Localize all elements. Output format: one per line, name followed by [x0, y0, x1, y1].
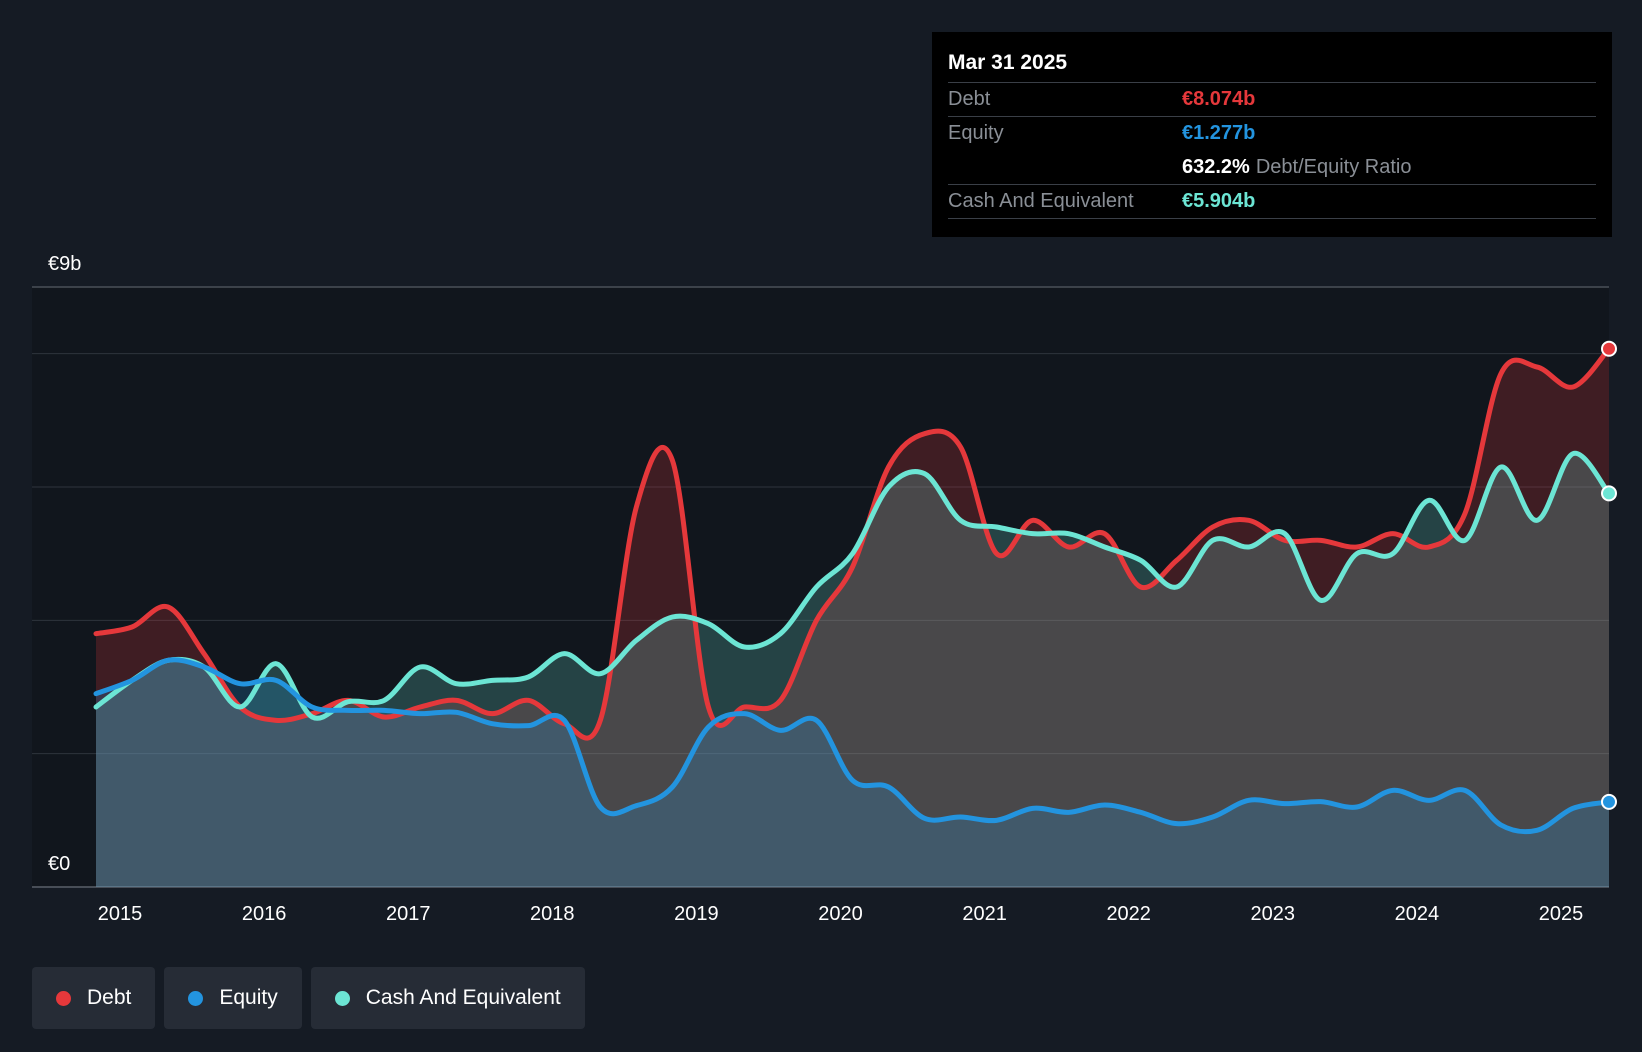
x-tick-2015: 2015 [98, 903, 143, 925]
tooltip-cash-label: Cash And Equivalent [948, 190, 1134, 212]
line-equity [93, 657, 1612, 835]
area-equity [96, 659, 1609, 887]
series-areas [96, 348, 1609, 887]
area-cash [96, 453, 1609, 887]
tooltip-ratio-value: 632.2% [1182, 156, 1250, 178]
legend-label-cash: Cash And Equivalent [365, 986, 561, 1009]
x-tick-2025: 2025 [1539, 903, 1584, 925]
tooltip-equity-row: Equity €1.277b [948, 116, 1596, 150]
x-tick-2018: 2018 [530, 903, 575, 925]
y-axis-bottom-label: €0 [48, 853, 70, 875]
legend-item-cash[interactable]: Cash And Equivalent [310, 967, 585, 1029]
legend-label-equity: Equity [219, 986, 278, 1009]
tooltip-debt-row: Debt €8.074b [948, 82, 1596, 116]
end-marker-cash [1601, 485, 1617, 502]
area-debt [96, 348, 1609, 887]
equity-dot-icon [188, 990, 204, 1006]
end-marker-debt [1601, 340, 1617, 357]
debt-dot-icon [56, 990, 71, 1006]
chart-legend: Debt Equity Cash And Equivalent [32, 967, 585, 1029]
y-axis-top-label: €9b [48, 253, 81, 275]
legend-item-debt[interactable]: Debt [32, 967, 156, 1029]
x-tick-2021: 2021 [962, 903, 1007, 925]
tooltip-cash-value: €5.904b [1182, 190, 1256, 212]
tooltip-ratio-row: 632.2% Debt/Equity Ratio [948, 150, 1596, 184]
tooltip-equity-label: Equity [948, 122, 1004, 144]
x-axis-ticks: 2015 2016 2017 2018 2019 2020 2021 2022 2023 2024… [98, 903, 1583, 925]
legend-label-debt: Debt [87, 986, 132, 1009]
end-marker-equity [1601, 793, 1617, 810]
tooltip-ratio-label: Debt/Equity Ratio [1255, 156, 1412, 178]
plot-background [32, 287, 1609, 887]
x-tick-2017: 2017 [386, 903, 431, 925]
series-end-markers [1601, 340, 1617, 810]
x-tick-2022: 2022 [1106, 903, 1151, 925]
hover-tooltip: Mar 31 2025 Debt €8.074b Equity €1.277b … [932, 32, 1612, 237]
x-tick-2024: 2024 [1395, 903, 1440, 925]
cash-dot-icon [334, 990, 350, 1006]
gridlines [32, 286, 1609, 888]
x-tick-2019: 2019 [674, 903, 719, 925]
x-tick-2023: 2023 [1251, 903, 1296, 925]
x-tick-2016: 2016 [242, 903, 287, 925]
x-tick-2020: 2020 [818, 903, 863, 925]
tooltip-debt-label: Debt [948, 88, 991, 110]
tooltip-equity-value: €1.277b [1182, 122, 1256, 144]
tooltip-date: Mar 31 2025 [948, 51, 1068, 74]
tooltip-debt-value: €8.074b [1182, 88, 1256, 110]
series-lines [93, 346, 1612, 835]
line-cash [93, 451, 1612, 721]
tooltip-cash-row: Cash And Equivalent €5.904b [948, 184, 1596, 219]
legend-item-equity[interactable]: Equity [164, 967, 302, 1029]
